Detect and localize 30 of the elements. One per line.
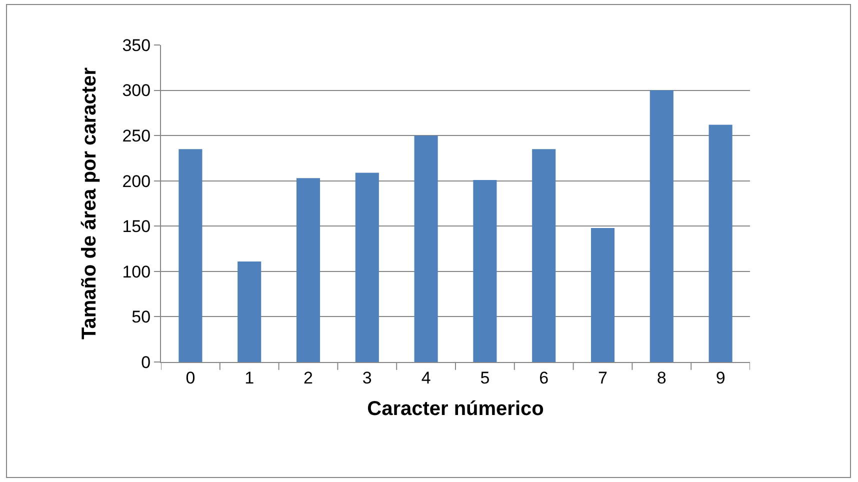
bar	[238, 261, 262, 362]
x-tick-label: 9	[716, 368, 726, 388]
y-tick-label: 350	[122, 36, 151, 55]
x-tick-label: 6	[539, 368, 549, 388]
bar	[532, 149, 556, 362]
y-tick-label: 100	[122, 262, 151, 282]
x-tick-label: 7	[598, 368, 608, 388]
y-tick-label: 0	[141, 352, 151, 372]
x-tick-label: 5	[480, 368, 490, 388]
x-tick-label: 4	[421, 368, 431, 388]
x-tick-label: 0	[186, 368, 196, 388]
bar	[650, 90, 674, 362]
bar	[590, 228, 615, 362]
bar	[414, 136, 438, 362]
x-tick-label: 2	[304, 368, 313, 388]
bar	[296, 178, 320, 362]
y-axis-title: Tamaño de área por caracter	[78, 67, 101, 340]
y-tick-label: 300	[122, 81, 151, 100]
x-tick-label: 1	[244, 368, 254, 388]
y-tick-label: 50	[132, 308, 151, 327]
bar	[355, 172, 379, 362]
bar	[178, 149, 202, 362]
x-axis-title: Caracter númerico	[367, 398, 544, 420]
x-tick-label: 8	[656, 368, 666, 388]
y-tick-label: 250	[122, 126, 151, 146]
bar	[473, 180, 497, 362]
y-tick-label: 200	[122, 172, 151, 191]
y-tick-label: 150	[122, 217, 151, 236]
x-tick-label: 3	[362, 368, 372, 388]
bar	[708, 124, 732, 362]
